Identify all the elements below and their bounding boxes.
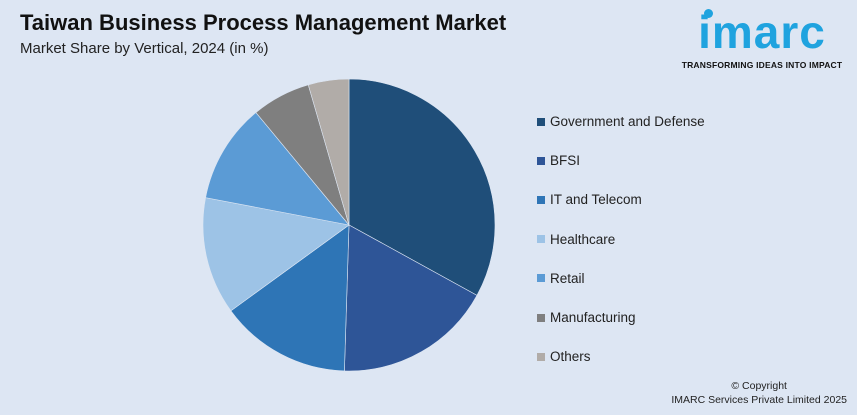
pie-slice-bfsi	[344, 224, 478, 372]
pie-slice-it-and-telecom	[230, 224, 350, 372]
pie-slice-government-and-defense	[348, 78, 496, 296]
legend-item-retail: Retail	[537, 259, 705, 298]
imarc-logo: imarc TRANSFORMING IDEAS INTO IMPACT	[677, 6, 847, 70]
legend-swatch	[537, 117, 545, 126]
legend-item-healthcare: Healthcare	[537, 220, 705, 259]
copyright-line-1: © Copyright	[731, 380, 787, 392]
legend-label: Manufacturing	[550, 310, 636, 326]
chart-legend: Government and Defense BFSI IT and Telecom…	[537, 102, 705, 376]
legend-label: Retail	[550, 270, 585, 286]
legend-item-bfsi: BFSI	[537, 141, 705, 180]
logo-text: imarc	[698, 6, 826, 58]
legend-label: BFSI	[550, 153, 581, 169]
legend-swatch	[537, 235, 545, 244]
legend-label: Others	[550, 349, 591, 365]
legend-item-others: Others	[537, 337, 705, 376]
copyright-line-2: IMARC Services Private Limited 2025	[671, 394, 847, 406]
legend-swatch	[537, 352, 545, 361]
legend-label: Healthcare	[550, 231, 616, 247]
chart-subtitle: Market Share by Vertical, 2024 (in %)	[20, 40, 269, 57]
legend-swatch	[537, 195, 545, 204]
legend-item-it-and-telecom: IT and Telecom	[537, 180, 705, 219]
pie-slice-others	[307, 78, 350, 226]
legend-item-government-and-defense: Government and Defense	[537, 102, 705, 141]
legend-label: Government and Defense	[550, 114, 705, 130]
pie-slice-healthcare	[202, 197, 350, 312]
pie-slice-retail	[205, 112, 350, 226]
legend-label: IT and Telecom	[550, 192, 642, 208]
legend-swatch	[537, 156, 545, 165]
legend-swatch	[537, 274, 545, 283]
chart-title: Taiwan Business Process Management Marke…	[20, 10, 507, 35]
logo-tagline: TRANSFORMING IDEAS INTO IMPACT	[681, 60, 843, 70]
legend-swatch	[537, 313, 545, 322]
legend-item-manufacturing: Manufacturing	[537, 298, 705, 337]
copyright-notice: © Copyright IMARC Services Private Limit…	[671, 379, 847, 407]
logo-dot	[704, 9, 713, 18]
logo-wordmark: imarc	[677, 6, 847, 58]
pie-chart	[202, 78, 496, 372]
